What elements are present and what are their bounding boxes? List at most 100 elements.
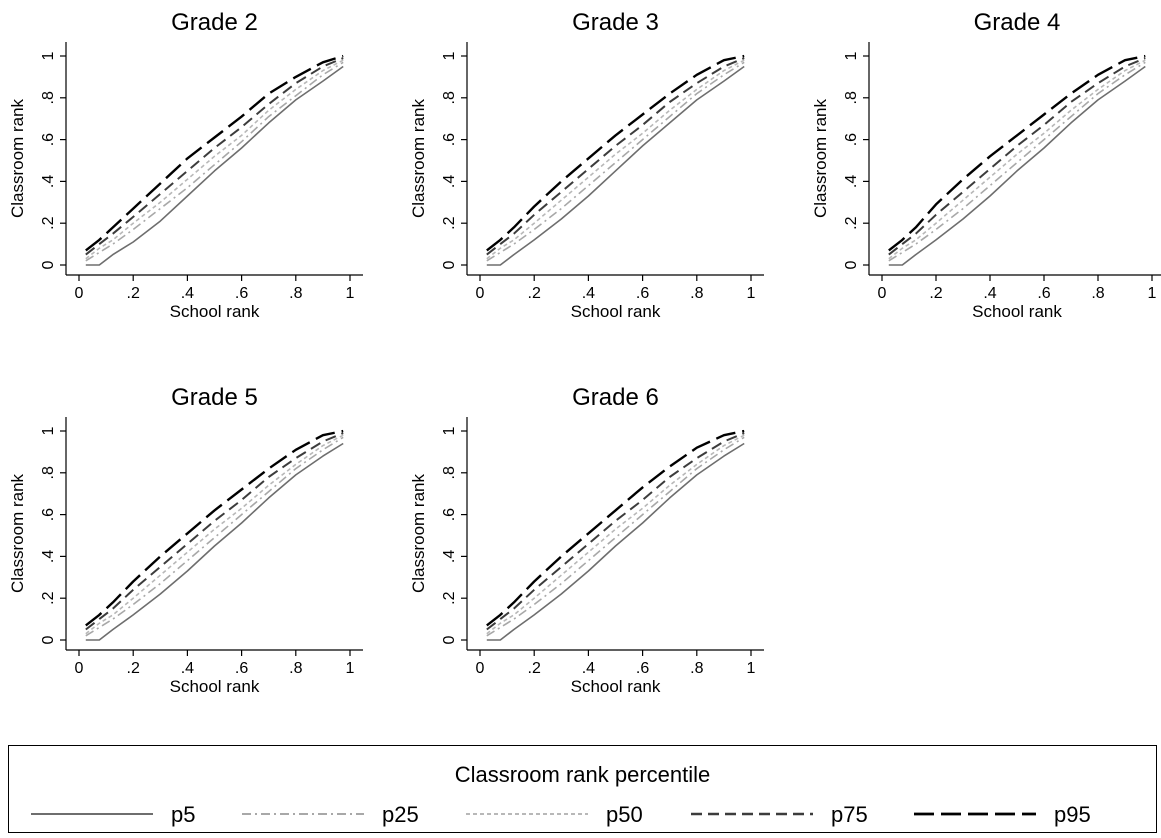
series-line-p50 xyxy=(85,59,344,260)
y-axis-label: Classroom rank xyxy=(8,98,27,218)
panel-title: Grade 2 xyxy=(171,9,258,36)
series-line-p95 xyxy=(888,54,1146,252)
x-tick-label: .8 xyxy=(690,660,703,677)
series-line-p25 xyxy=(486,436,745,637)
series-line-p5 xyxy=(85,65,344,266)
panel-title: Grade 3 xyxy=(572,9,659,36)
x-axis-label: School rank xyxy=(170,302,260,321)
legend-entry-p50: p50 xyxy=(466,802,643,827)
series-line-p50 xyxy=(888,59,1146,260)
series-line-p25 xyxy=(486,61,745,262)
legend: Classroom rank percentile p5 p25 p50 p75 p95 xyxy=(8,745,1157,833)
x-tick-label: .6 xyxy=(235,660,248,677)
series-line-p25 xyxy=(85,436,344,637)
figure: Grade 2 0 .2 .4 .6 .8 1 0 .2 .4 .6 .8 1 School rank Cl… xyxy=(8,9,1161,696)
x-tick-label: .8 xyxy=(289,285,302,302)
panel-title: Grade 5 xyxy=(171,384,258,411)
legend-entry-p25: p25 xyxy=(242,802,419,827)
x-tick-label: 0 xyxy=(75,285,84,302)
y-tick-label: .2 xyxy=(40,216,57,229)
series-line-p5 xyxy=(486,65,745,266)
series-line-p75 xyxy=(85,432,344,631)
y-axis-label: Classroom rank xyxy=(409,473,428,593)
legend-label: p95 xyxy=(1054,802,1091,827)
x-axis-label: School rank xyxy=(972,302,1062,321)
y-tick-label: .4 xyxy=(441,550,458,563)
x-tick-label: .4 xyxy=(582,660,595,677)
panel-title: Grade 6 xyxy=(572,384,659,411)
series-line-p95 xyxy=(85,429,344,627)
series-line-p5 xyxy=(486,442,745,641)
y-tick-label: .6 xyxy=(441,508,458,521)
y-tick-label: 1 xyxy=(40,426,57,435)
y-tick-label: 0 xyxy=(843,260,860,269)
y-tick-label: 0 xyxy=(441,635,458,644)
y-tick-label: 0 xyxy=(40,635,57,644)
x-tick-label: 0 xyxy=(476,285,485,302)
legend-entry-p5: p5 xyxy=(31,802,195,827)
series-line-p5 xyxy=(888,65,1146,266)
y-tick-label: 0 xyxy=(40,260,57,269)
legend-entries: p5 p25 p50 p75 p95 xyxy=(31,802,1091,827)
y-tick-label: .6 xyxy=(40,508,57,521)
x-tick-label: .6 xyxy=(636,285,649,302)
x-tick-label: .2 xyxy=(127,660,140,677)
legend-label: p50 xyxy=(606,802,643,827)
x-tick-label: 1 xyxy=(1148,285,1157,302)
legend-label: p5 xyxy=(171,802,195,827)
x-tick-label: 0 xyxy=(878,285,887,302)
series-line-p5 xyxy=(85,442,344,641)
y-tick-label: .6 xyxy=(441,133,458,146)
x-tick-label: 1 xyxy=(346,285,355,302)
y-tick-label: .2 xyxy=(441,591,458,604)
x-tick-label: .2 xyxy=(528,285,541,302)
panel-1: Grade 2 0 .2 .4 .6 .8 1 0 .2 .4 .6 .8 1 School rank Cl… xyxy=(8,9,363,321)
x-tick-label: .4 xyxy=(582,285,595,302)
panel-4: Grade 5 0 .2 .4 .6 .8 1 0 .2 .4 .6 .8 1 School rank Cl… xyxy=(8,384,363,696)
x-tick-label: .2 xyxy=(127,285,140,302)
y-tick-label: 1 xyxy=(843,51,860,60)
y-tick-label: .8 xyxy=(40,91,57,104)
y-tick-label: .4 xyxy=(40,550,57,563)
x-axis-label: School rank xyxy=(170,677,260,696)
series-line-p95 xyxy=(486,54,745,252)
x-tick-label: .6 xyxy=(1037,285,1050,302)
x-tick-label: .8 xyxy=(289,660,302,677)
y-tick-label: .8 xyxy=(843,91,860,104)
x-tick-label: 1 xyxy=(747,660,756,677)
series-line-p95 xyxy=(85,54,344,252)
legend-title: Classroom rank percentile xyxy=(454,762,711,787)
y-tick-label: .4 xyxy=(843,175,860,188)
legend-label: p75 xyxy=(831,802,868,827)
x-tick-label: 0 xyxy=(476,660,485,677)
x-tick-label: .4 xyxy=(181,285,194,302)
y-tick-label: .6 xyxy=(843,133,860,146)
x-axis-label: School rank xyxy=(571,302,661,321)
legend-entry-p95: p95 xyxy=(914,802,1091,827)
y-tick-label: .8 xyxy=(441,91,458,104)
panel-3: Grade 4 0 .2 .4 .6 .8 1 0 .2 .4 .6 .8 1 School rank Cl… xyxy=(811,9,1161,321)
x-tick-label: .4 xyxy=(983,285,996,302)
y-tick-label: .2 xyxy=(441,216,458,229)
y-tick-label: 0 xyxy=(441,260,458,269)
x-tick-label: .2 xyxy=(528,660,541,677)
series-line-p50 xyxy=(486,59,745,260)
y-tick-label: .8 xyxy=(441,466,458,479)
y-tick-label: .2 xyxy=(843,216,860,229)
series-line-p75 xyxy=(888,57,1146,256)
y-tick-label: .4 xyxy=(441,175,458,188)
series-line-p50 xyxy=(85,434,344,635)
x-tick-label: .2 xyxy=(929,285,942,302)
x-tick-label: 0 xyxy=(75,660,84,677)
y-axis-label: Classroom rank xyxy=(409,98,428,218)
series-line-p95 xyxy=(486,429,745,627)
x-tick-label: .8 xyxy=(1091,285,1104,302)
y-tick-label: 1 xyxy=(441,51,458,60)
y-tick-label: 1 xyxy=(40,51,57,60)
x-tick-label: .6 xyxy=(636,660,649,677)
panel-2: Grade 3 0 .2 .4 .6 .8 1 0 .2 .4 .6 .8 1 School rank Cl… xyxy=(409,9,764,321)
series-line-p75 xyxy=(486,57,745,256)
y-axis-label: Classroom rank xyxy=(8,473,27,593)
panel-title: Grade 4 xyxy=(974,9,1061,36)
panel-5: Grade 6 0 .2 .4 .6 .8 1 0 .2 .4 .6 .8 1 School rank Cl… xyxy=(409,384,764,696)
